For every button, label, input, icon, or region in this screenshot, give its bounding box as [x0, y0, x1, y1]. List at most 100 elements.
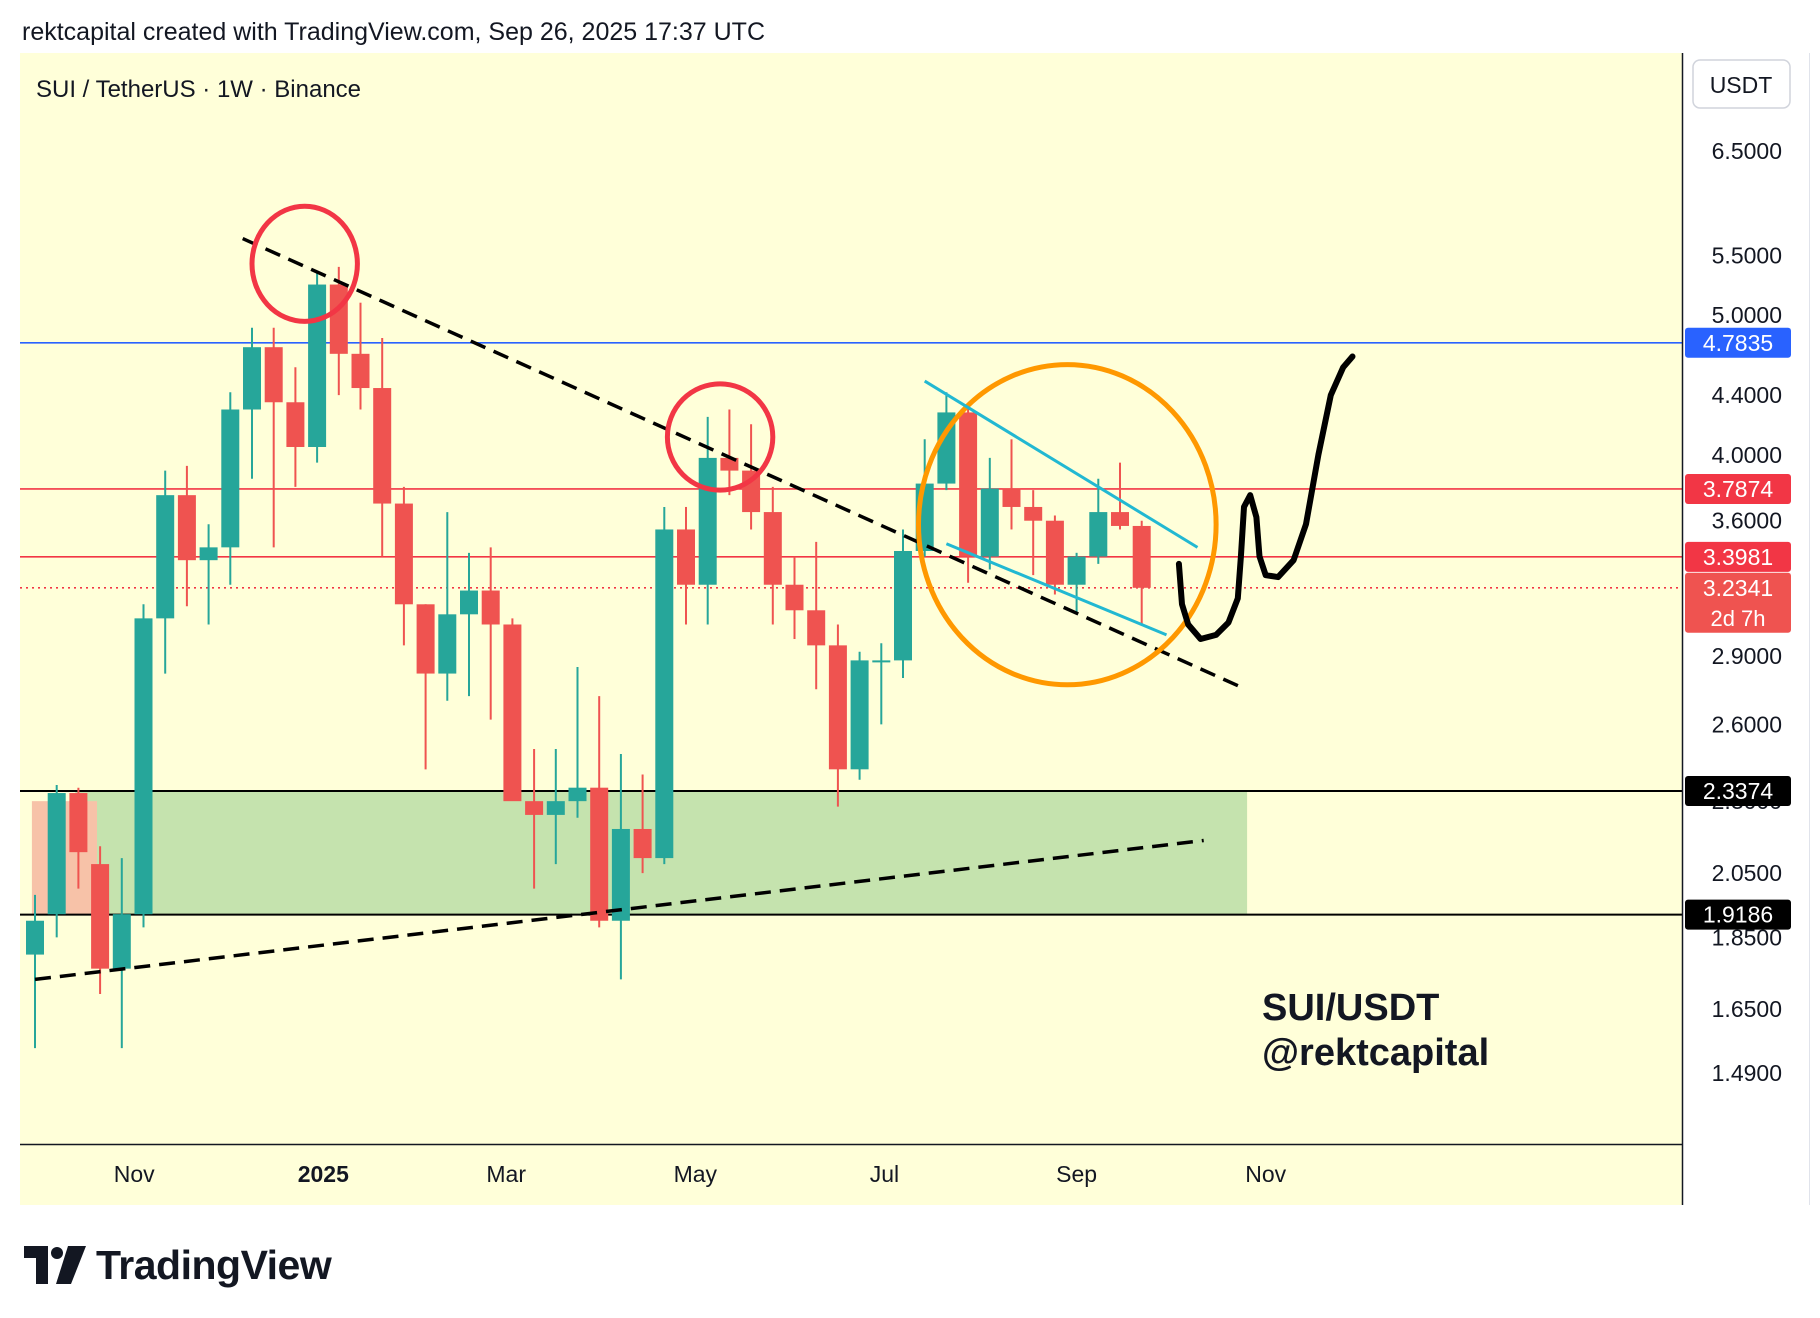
candle-body-bull [850, 660, 869, 770]
price-label-value: 4.7835 [1703, 330, 1773, 356]
price-label-badge [1685, 572, 1791, 633]
price-label-value: 1.9186 [1703, 902, 1773, 928]
candle-body-bear [1132, 525, 1151, 588]
time-tick-label: 2025 [298, 1161, 349, 1187]
price-tick-label: 4.4000 [1712, 382, 1782, 408]
candle-body-bull [221, 409, 240, 548]
price-label-value: 3.3981 [1703, 544, 1773, 570]
price-tick-label: 2.6000 [1712, 711, 1782, 737]
price-chart[interactable]: 6.5000 5.5000 5.0000 4.4000 4.0000 3.6000 2.90… [20, 53, 1810, 1205]
candle-body-bear [763, 512, 782, 585]
candle-body-bull [199, 547, 218, 561]
candle-body-bear [633, 828, 652, 859]
red-circle-annotation [249, 203, 360, 324]
candle-body-bull [894, 550, 912, 661]
currency-button-label[interactable]: USDT [1710, 72, 1773, 98]
orange-circle-annotation [916, 362, 1219, 688]
time-tick-label: May [674, 1161, 718, 1187]
time-tick-label: Nov [1245, 1161, 1286, 1187]
time-tick-label: Sep [1056, 1161, 1097, 1187]
candle-body-bull [1089, 512, 1108, 557]
candle-body-bull [156, 495, 175, 619]
price-tick-label: 2.9000 [1712, 643, 1782, 669]
price-tick-label: 2.0500 [1712, 860, 1782, 886]
symbol-legend: SUI / TetherUS · 1W · Binance [36, 76, 361, 103]
candle-body-bull [568, 787, 587, 802]
price-tick-label: 6.5000 [1712, 138, 1782, 164]
candle-body-bull [655, 529, 674, 859]
attribution-header: rektcapital created with TradingView.com… [22, 18, 766, 46]
tradingview-brand-text: TradingView [96, 1241, 332, 1288]
price-label-badge [1685, 899, 1791, 930]
candle-body-bull [134, 618, 153, 915]
price-label-badge [1685, 473, 1791, 504]
price-label-countdown: 2d 7h [1710, 606, 1765, 631]
candle-body-bear [394, 503, 413, 605]
candle-body-bull [26, 920, 44, 955]
candle-body-bear [828, 645, 847, 770]
watermark-handle: @rektcapital [1262, 1032, 1489, 1074]
currency-button-frame[interactable] [1692, 59, 1791, 109]
tradingview-logo-mark-icon [24, 1246, 86, 1284]
red-circle-annotation [664, 381, 776, 493]
candle-body-bull [308, 284, 327, 447]
currency-button[interactable]: USDT [1692, 59, 1791, 109]
price-tick-label: 3.6000 [1712, 508, 1782, 534]
candle-body-bull [980, 488, 999, 557]
price-tick-label: 4.0000 [1712, 442, 1782, 468]
candles-layer [26, 266, 1151, 1049]
annotations-layer [34, 203, 1356, 982]
projection-path [1175, 353, 1356, 643]
price-label-badge [1685, 541, 1791, 572]
candle-body-bear [590, 787, 609, 921]
candle-body-bear [264, 347, 283, 403]
candle-body-bull [243, 347, 261, 410]
price-tick-label: 5.0000 [1712, 302, 1782, 328]
candle-body-bear [503, 624, 522, 802]
candle-body-bear [286, 402, 305, 447]
horizontal-levels-layer [20, 341, 1682, 916]
price-labels-layer: 4.7835 3.7874 3.3981 3.2341 2d 7h 2.3374 1.918… [1685, 327, 1791, 930]
price-tick-label: 1.4900 [1712, 1060, 1782, 1086]
candle-body-bear [807, 610, 826, 646]
time-tick-label: Nov [114, 1161, 155, 1187]
candle-body-bear [525, 801, 544, 815]
plot-background [20, 53, 1682, 1144]
price-label-badge [1685, 327, 1791, 358]
candle-body-bull [546, 801, 565, 815]
dashed-trendline [241, 236, 1242, 689]
time-tick-label: Jul [870, 1161, 899, 1187]
dashed-trendline [34, 838, 1204, 982]
time-axis-background [20, 1144, 1682, 1205]
tradingview-logo[interactable]: TradingView [24, 1240, 332, 1290]
candle-body-bull [698, 457, 717, 585]
cyan-channel-line [923, 379, 1199, 549]
watermark-pair: SUI/USDT [1262, 987, 1439, 1029]
candle-body-bear [1024, 506, 1043, 521]
candle-body-bull [872, 660, 891, 663]
candle-body-bull [1067, 556, 1086, 585]
candle-body-bear [481, 590, 500, 625]
candle-body-bear [1111, 512, 1129, 526]
price-label-value: 2.3374 [1703, 778, 1774, 804]
cyan-channel-line [945, 542, 1168, 637]
price-tick-label: 1.6500 [1712, 996, 1782, 1022]
candle-body-bull [438, 614, 457, 674]
price-label-badge [1685, 776, 1791, 807]
time-ticks-layer: Nov 2025 Mar May Jul Sep Nov [114, 1161, 1287, 1187]
candle-body-bull [460, 590, 478, 615]
candle-body-bull [611, 828, 630, 921]
candle-body-bear [785, 584, 804, 611]
candle-body-bear [351, 353, 370, 389]
candle-body-bear [1002, 488, 1021, 507]
candle-body-bull [47, 793, 66, 915]
price-label-value: 3.7874 [1703, 476, 1774, 502]
price-label-value: 3.2341 [1703, 575, 1773, 601]
candle-body-bear [373, 388, 392, 504]
candle-body-bear [1045, 520, 1064, 585]
candle-body-bear [69, 793, 88, 853]
candle-body-bear [959, 412, 978, 557]
price-tick-label: 5.5000 [1712, 242, 1782, 268]
chart-frame: 6.5000 5.5000 5.0000 4.4000 4.0000 3.6000 2.90… [20, 53, 1810, 1205]
time-tick-label: Mar [486, 1161, 526, 1187]
